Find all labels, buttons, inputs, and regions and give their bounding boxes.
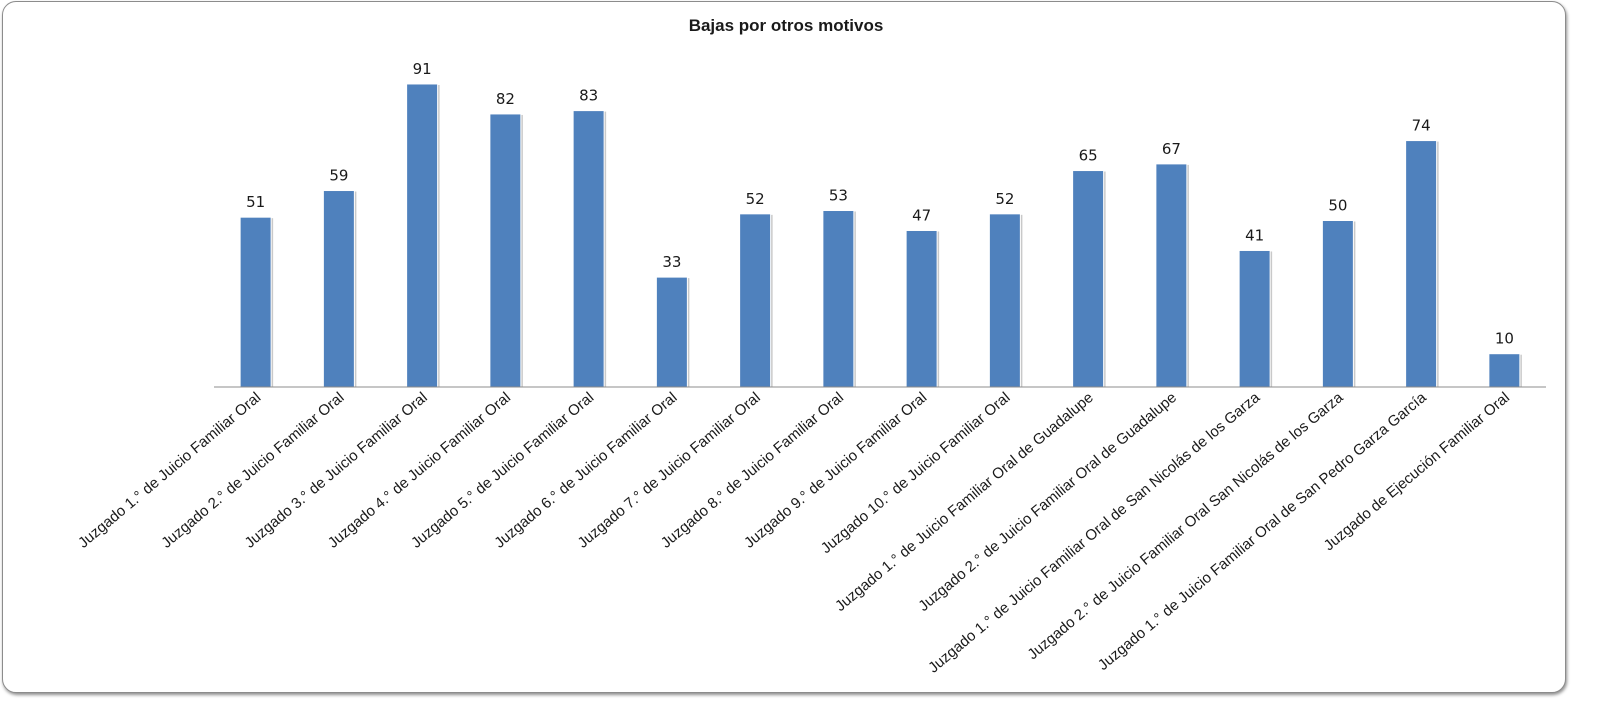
x-tick-label: Juzgado 9.° de Juicio Familiar Oral (741, 389, 930, 552)
bar (739, 213, 772, 388)
data-label: 82 (496, 90, 515, 108)
x-tick-label: Juzgado 5.° de Juicio Familiar Oral (408, 389, 597, 552)
x-tick-label: Juzgado 6.° de Juicio Familiar Oral (491, 389, 680, 552)
bar (1155, 163, 1188, 388)
bar (655, 276, 688, 388)
data-label: 52 (995, 190, 1014, 208)
x-tick-label: Juzgado 4.° de Juicio Familiar Oral (325, 389, 514, 552)
x-tick-label: Juzgado 1.° de Juicio Familiar Oral (75, 389, 264, 552)
data-label: 33 (662, 253, 681, 271)
data-label: 53 (829, 187, 848, 205)
bar (489, 113, 522, 388)
x-tick-label: Juzgado de Ejecución Familiar Oral (1321, 389, 1513, 554)
bar (1488, 353, 1521, 388)
data-label: 52 (746, 190, 765, 208)
x-tick-label: Juzgado 2.° de Juicio Familiar Oral (158, 389, 347, 552)
data-label: 41 (1245, 226, 1264, 244)
data-label: 47 (912, 206, 931, 224)
data-label: 67 (1162, 140, 1181, 158)
data-label: 65 (1079, 147, 1098, 165)
data-label: 10 (1495, 330, 1514, 348)
bar (406, 83, 439, 388)
bar (1238, 249, 1271, 388)
x-tick-label: Juzgado 1.° de Juicio Familiar Oral de S… (1095, 389, 1430, 674)
bar (572, 110, 605, 388)
labels-layer: 51 Juzgado 1.° de Juicio Familiar Oral 59 J… (75, 60, 1514, 677)
data-label: 51 (246, 193, 265, 211)
chart-title: Bajas por otros motivos (689, 16, 884, 35)
data-label: 59 (329, 167, 348, 185)
x-tick-label: Juzgado 8.° de Juicio Familiar Oral (658, 389, 847, 552)
data-label: 83 (579, 87, 598, 105)
bar (1072, 170, 1105, 388)
bar (905, 229, 938, 388)
x-tick-label: Juzgado 2.° de Juicio Familiar Oral San … (1024, 389, 1347, 664)
data-label: 74 (1412, 117, 1431, 135)
bar (239, 216, 272, 388)
bar (988, 213, 1021, 388)
x-tick-label: Juzgado 7.° de Juicio Familiar Oral (574, 389, 763, 552)
bar (1405, 140, 1438, 388)
bar (822, 210, 855, 388)
data-label: 50 (1328, 197, 1347, 215)
bar (1321, 220, 1354, 388)
data-label: 91 (413, 60, 432, 78)
bar (322, 190, 355, 388)
x-tick-label: Juzgado 3.° de Juicio Familiar Oral (241, 389, 430, 552)
bars-layer (239, 83, 1522, 388)
